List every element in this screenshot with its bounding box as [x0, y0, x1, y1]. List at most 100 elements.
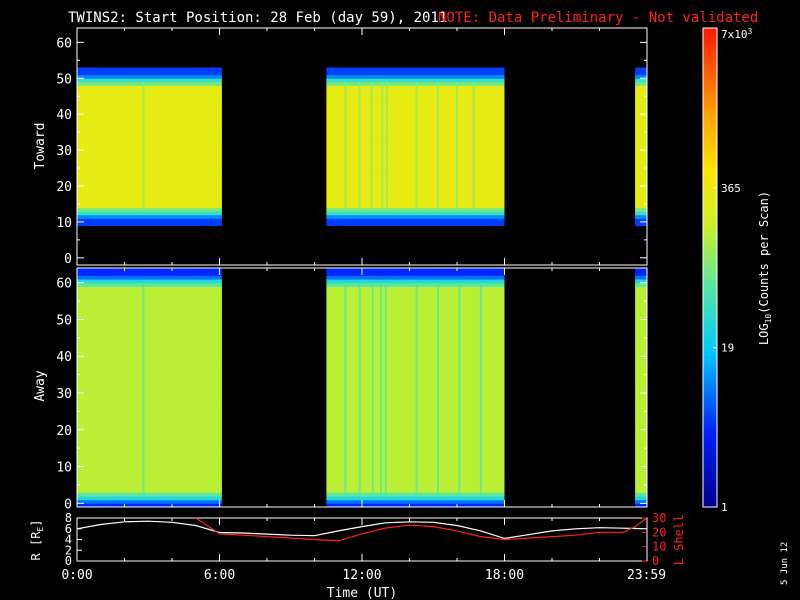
- heatmap-streak: [344, 81, 347, 212]
- heatmap-bin: [635, 78, 647, 83]
- colorbar-step: [703, 183, 717, 189]
- colorbar-step: [703, 415, 717, 420]
- heatmap-bin: [77, 473, 222, 479]
- heatmap-bin: [77, 78, 222, 83]
- heatmap-bin: [635, 319, 647, 324]
- heatmap-bin: [77, 71, 222, 76]
- heatmap-bin: [77, 189, 222, 194]
- heatmap-bin: [77, 293, 222, 298]
- heatmap-bin: [326, 484, 505, 490]
- colorbar-step: [703, 503, 717, 508]
- heatmap-bin: [77, 85, 222, 90]
- heatmap-bin: [326, 437, 505, 442]
- heatmap-bin: [326, 81, 505, 86]
- colorbar-step: [703, 383, 717, 388]
- heatmap-bin: [326, 193, 505, 198]
- heatmap-bin: [77, 196, 222, 201]
- heatmap-bin: [635, 455, 647, 460]
- colorbar-step: [703, 191, 717, 197]
- colorbar-step: [703, 451, 717, 456]
- heatmap-bin: [326, 301, 505, 306]
- heatmap-streak: [358, 81, 361, 212]
- colorbar-step: [703, 287, 717, 293]
- heatmap-bin: [635, 200, 647, 205]
- heatmap-streak: [380, 282, 382, 496]
- heatmap-bin: [635, 484, 647, 490]
- heatmap-bin: [326, 125, 505, 130]
- heatmap-bin: [77, 433, 222, 438]
- heatmap-bin: [77, 74, 222, 79]
- heatmap-bin: [326, 186, 505, 191]
- heatmap-bin: [77, 462, 222, 468]
- colorbar-step: [703, 175, 717, 181]
- heatmap-bin: [635, 153, 647, 158]
- heatmap-bin: [326, 319, 505, 324]
- heatmap-bin: [326, 110, 505, 115]
- heatmap-bin: [635, 268, 647, 273]
- heatmap-bin: [77, 396, 222, 401]
- heatmap-bin: [77, 492, 222, 497]
- colorbar-step: [703, 211, 717, 217]
- heatmap-bin: [635, 451, 647, 456]
- heatmap-bin: [635, 304, 647, 309]
- colorbar-step: [703, 219, 717, 225]
- heatmap-bin: [635, 418, 647, 423]
- heatmap-bin: [326, 396, 505, 401]
- colorbar-step: [703, 227, 717, 233]
- colorbar-step: [703, 423, 717, 428]
- heatmap-bin: [77, 160, 222, 165]
- heatmap-bin: [77, 211, 222, 216]
- colorbar-step: [703, 95, 717, 101]
- colorbar-step: [703, 83, 717, 89]
- colorbar: 7x103 365 19 1 LOG10(Counts per Scan): [702, 27, 773, 514]
- heatmap-bin: [77, 484, 222, 490]
- colorbar-step: [703, 455, 717, 460]
- time-tick-label: 6:00: [204, 568, 235, 583]
- colorbar-tick-label: 7x103: [721, 27, 753, 41]
- colorbar-step: [703, 139, 717, 145]
- heatmap-bin: [635, 189, 647, 194]
- heatmap-bin: [326, 85, 505, 90]
- heatmap-bin: [635, 315, 647, 320]
- heatmap-bin: [635, 168, 647, 173]
- heatmap-bin: [77, 275, 222, 280]
- heatmap-bin: [635, 326, 647, 331]
- heatmap-bin: [326, 499, 505, 504]
- heatmap-bin: [635, 89, 647, 94]
- heatmap-streak: [472, 81, 475, 212]
- heatmap-bin: [77, 103, 222, 108]
- heatmap-bin: [77, 411, 222, 416]
- heatmap-bin: [77, 315, 222, 320]
- lshell-tick-label: 0: [652, 554, 659, 568]
- heatmap-bin: [635, 81, 647, 86]
- toward-ylabel: Toward: [33, 123, 48, 170]
- heatmap-bin: [77, 125, 222, 130]
- colorbar-step: [703, 335, 717, 340]
- heatmap-bin: [326, 89, 505, 94]
- colorbar-step: [703, 135, 717, 141]
- heatmap-bin: [635, 110, 647, 115]
- heatmap-bin: [77, 481, 222, 486]
- colorbar-step: [703, 275, 717, 281]
- heatmap-bin: [635, 107, 647, 112]
- heatmap-bin: [635, 275, 647, 280]
- colorbar-step: [703, 111, 717, 117]
- heatmap-bin: [635, 74, 647, 79]
- heatmap-bin: [635, 67, 647, 72]
- colorbar-step: [703, 195, 717, 201]
- heatmap-bin: [77, 337, 222, 343]
- heatmap-bin: [326, 107, 505, 112]
- heatmap-bin: [635, 132, 647, 137]
- radius-axis-label-sub: E: [36, 527, 45, 532]
- heatmap-bin: [77, 301, 222, 306]
- heatmap-bin: [326, 426, 505, 431]
- heatmap-bin: [326, 455, 505, 460]
- colorbar-step: [703, 51, 717, 57]
- lshell-tick-label: 20: [652, 525, 666, 539]
- heatmap-bin: [77, 110, 222, 115]
- colorbar-step: [703, 427, 717, 432]
- heatmap-bin: [77, 221, 222, 226]
- colorbar-step: [703, 323, 717, 328]
- colorbar-step: [703, 439, 717, 444]
